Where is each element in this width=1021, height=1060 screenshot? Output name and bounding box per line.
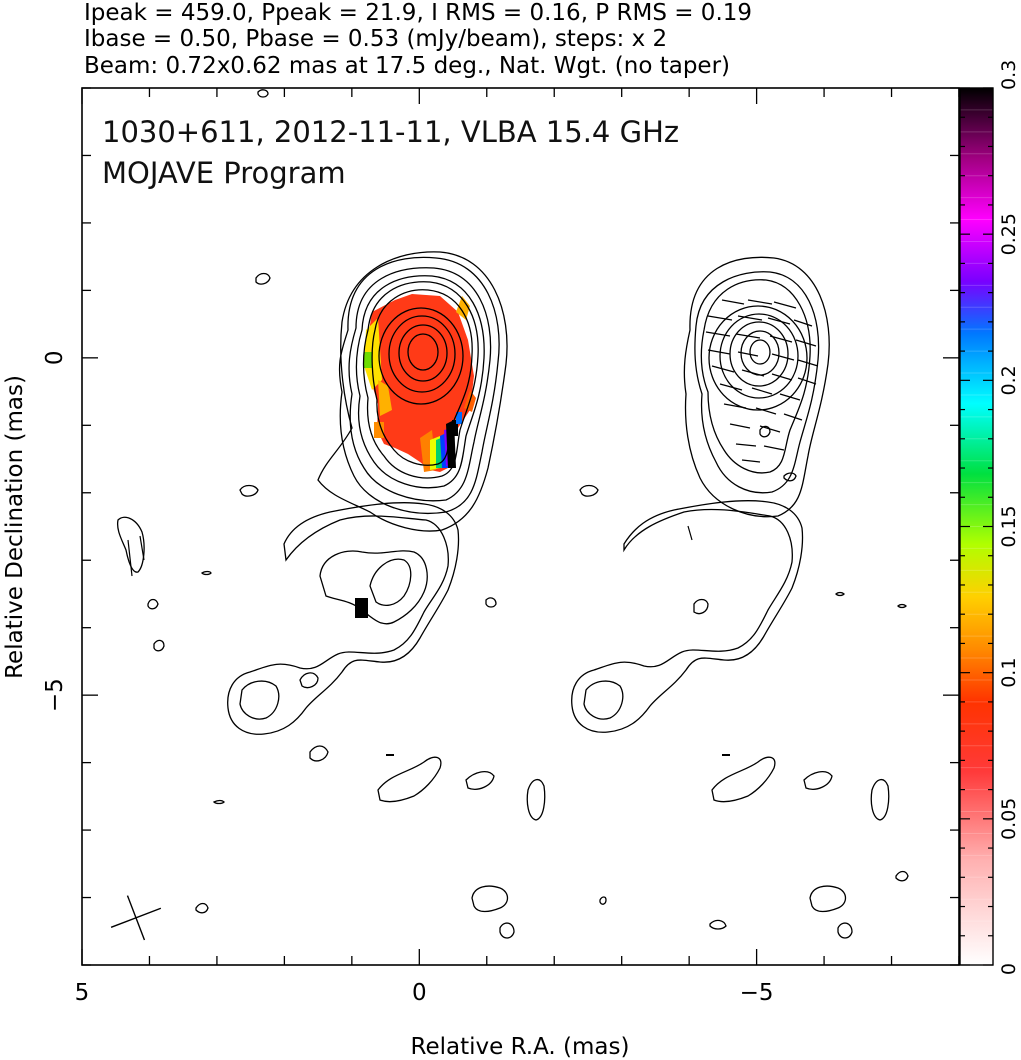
header-line-3: Beam: 0.72x0.62 mas at 17.5 deg., Nat. W…: [84, 53, 730, 79]
polarization-colour-image: [355, 294, 476, 618]
x-axis-label: Relative R.A. (mas): [411, 1034, 630, 1060]
x-tick-label: 5: [75, 980, 90, 1006]
beam-indicator: [110, 895, 162, 941]
plot-area: [110, 89, 909, 941]
plot-frame: [81, 87, 960, 966]
evpa-vectors-right: [687, 299, 819, 541]
y-axis-label: Relative Declination (mas): [2, 375, 28, 679]
x-tick-labels: 5 0 −5: [75, 980, 774, 1006]
colorbar-tick-label: 0.05: [998, 798, 1020, 840]
intensity-contours-left: [116, 89, 546, 939]
colorbar-tick-label: 0.3: [998, 60, 1020, 90]
colorbar-tick-label: 0.15: [998, 505, 1020, 547]
colorbar-tick-label: 0.2: [998, 365, 1020, 395]
y-tick-label: −5: [42, 678, 68, 712]
colorbar-ticks: 0 0.05 0.1 0.15 0.2 0.25 0.3: [960, 60, 1020, 975]
colorbar-tick-label: 0.1: [998, 658, 1020, 688]
header-line-1: Ipeak = 459.0, Ppeak = 21.9, I RMS = 0.1…: [84, 0, 752, 26]
colorbar: 0 0.05 0.1 0.15 0.2 0.25 0.3: [959, 60, 1020, 975]
x-tick-label: −5: [740, 980, 774, 1006]
y-tick-labels: 0 −5: [42, 351, 68, 713]
chart-subtitle: MOJAVE Program: [102, 156, 346, 190]
colorbar-tick-label: 0: [998, 963, 1020, 975]
y-tick-label: 0: [42, 351, 68, 366]
colorbar-tick-label: 0.25: [998, 213, 1020, 255]
header-line-2: Ibase = 0.50, Pbase = 0.53 (mJy/beam), s…: [84, 26, 667, 52]
intensity-contours-right: [571, 256, 909, 939]
beam-minor-axis: [126, 895, 146, 941]
axis-ticks: [81, 87, 960, 966]
misc-marks: [127, 535, 730, 756]
x-tick-label: 0: [412, 980, 427, 1006]
chart-title: 1030+611, 2012-11-11, VLBA 15.4 GHz: [102, 115, 679, 149]
colorbar-bands: [960, 109, 993, 944]
